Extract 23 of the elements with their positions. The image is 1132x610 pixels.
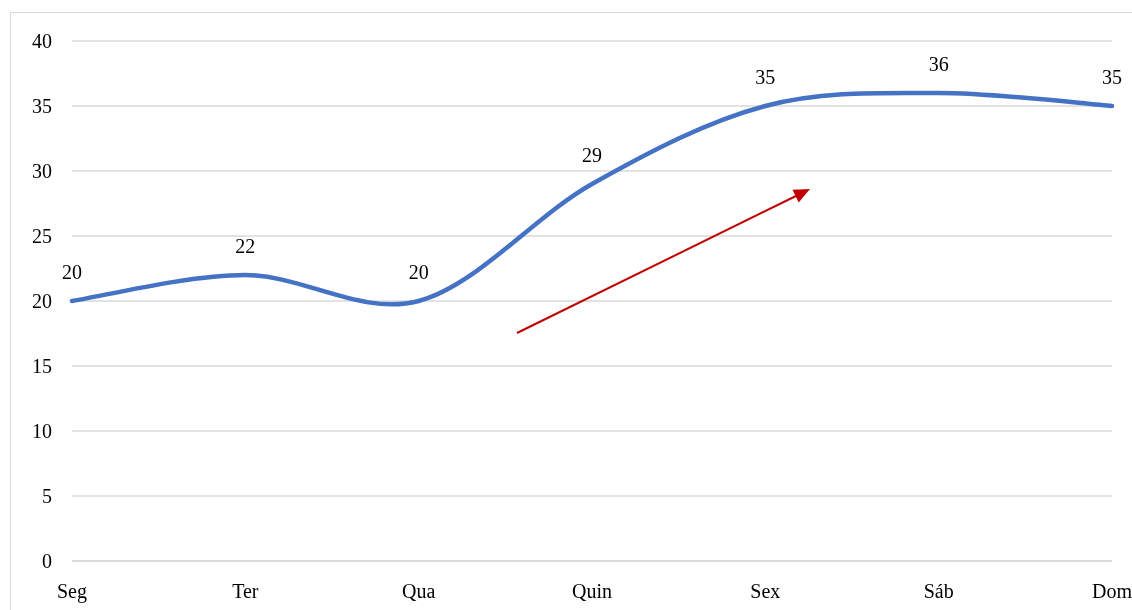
data-label: 35	[1102, 66, 1122, 88]
y-tick-label: 25	[32, 225, 52, 248]
y-tick-label: 5	[42, 485, 52, 508]
data-label: 20	[408, 261, 429, 283]
data-label: 36	[928, 53, 949, 75]
x-tick-label: Ter	[232, 580, 259, 603]
y-tick-label: 40	[32, 30, 52, 53]
x-tick-label: Quin	[572, 580, 612, 603]
data-label: 29	[582, 144, 602, 166]
data-label: 20	[62, 261, 82, 283]
x-tick-label: Seg	[57, 580, 87, 604]
y-tick-label: 15	[32, 355, 52, 378]
x-tick-label: Sex	[750, 580, 781, 603]
y-tick-label: 20	[32, 290, 52, 313]
x-tick-label: Sáb	[923, 580, 954, 603]
x-tick-label: Qua	[402, 580, 436, 603]
y-tick-label: 0	[42, 550, 52, 573]
data-label: 35	[755, 66, 776, 88]
data-label: 22	[235, 235, 256, 257]
y-tick-label: 10	[32, 420, 52, 443]
y-tick-label: 35	[32, 95, 52, 118]
y-tick-label: 30	[32, 160, 52, 183]
x-tick-label: Dom	[1092, 580, 1132, 603]
